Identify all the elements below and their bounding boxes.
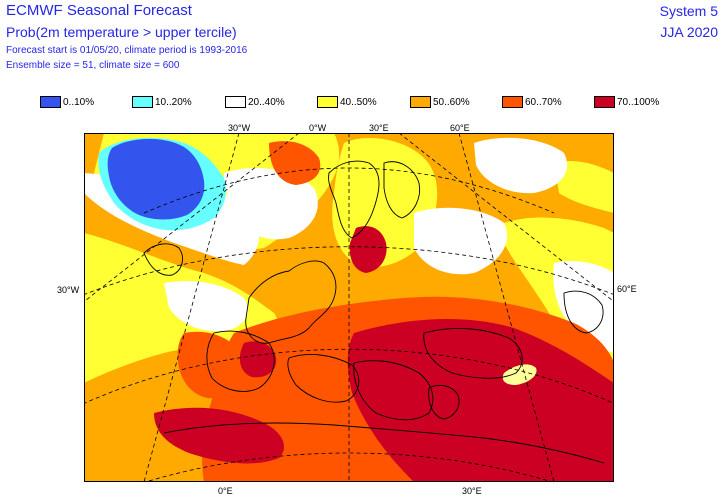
- legend-swatch: [317, 96, 338, 108]
- legend-item-10-20: 10..20%: [132, 95, 192, 109]
- legend-label: 60..70%: [525, 96, 562, 108]
- coastlines: [143, 160, 605, 464]
- legend-swatch: [502, 96, 523, 108]
- legend-label: 70..100%: [617, 96, 660, 108]
- graticule: [84, 133, 614, 482]
- lon-label-top-30e: 30°E: [369, 123, 389, 133]
- legend-item-50-60: 50..60%: [410, 95, 470, 109]
- lon-label-top-60e: 60°E: [450, 123, 470, 133]
- legend-item-60-70: 60..70%: [502, 95, 562, 109]
- legend-item-0-10: 0..10%: [40, 95, 94, 109]
- legend-label: 0..10%: [63, 96, 95, 108]
- lat-label-right: 60°E: [617, 284, 637, 294]
- legend-label: 20..40%: [248, 96, 285, 108]
- probability-map: [84, 133, 614, 482]
- region-70-100-balkans: [347, 318, 614, 482]
- region-70-100-africa: [154, 407, 284, 464]
- lon-label-bottom-30e: 30°E: [462, 486, 482, 496]
- legend-item-70-100: 70..100%: [594, 95, 659, 109]
- region-70-100-baltic: [349, 226, 387, 273]
- region-40-50-east: [554, 161, 614, 213]
- map-canvas: [84, 133, 614, 482]
- parameter-title: Prob(2m temperature > upper tercile): [6, 24, 237, 40]
- legend-item-20-40: 20..40%: [225, 95, 285, 109]
- legend-label: 40..50%: [340, 96, 377, 108]
- chart-title: ECMWF Seasonal Forecast: [6, 2, 192, 19]
- region-0-10-atlantic: [107, 138, 205, 220]
- region-40-50-streak: [502, 364, 537, 385]
- region-20-40-arctic: [474, 137, 568, 194]
- legend-swatch: [225, 96, 246, 108]
- map-frame: [84, 133, 614, 482]
- legend-swatch: [410, 96, 431, 108]
- region-20-40-greenland-sea: [224, 168, 318, 240]
- legend-swatch: [40, 96, 61, 108]
- region-60-70-iberia: [177, 331, 246, 399]
- ensemble-size-info: Ensemble size = 51, climate size = 600: [6, 60, 180, 71]
- legend-swatch: [132, 96, 153, 108]
- lon-label-bottom-0e: 0°E: [218, 486, 233, 496]
- lat-label-left: 30°W: [57, 285, 80, 295]
- region-20-40-atlantic-mid: [164, 281, 248, 332]
- region-70-100-france: [239, 341, 277, 378]
- forecast-period: JJA 2020: [660, 24, 718, 40]
- legend-item-40-50: 40..50%: [317, 95, 377, 109]
- lon-label-top-30w: 30°W: [228, 123, 251, 133]
- system-name: System 5: [659, 3, 718, 19]
- forecast-start-info: Forecast start is 01/05/20, climate peri…: [6, 45, 248, 56]
- legend-label: 10..20%: [155, 96, 192, 108]
- legend-label: 50..60%: [433, 96, 470, 108]
- region-20-40-east: [553, 261, 614, 353]
- legend-swatch: [594, 96, 615, 108]
- region-60-70-north: [269, 141, 321, 185]
- lon-label-top-0w: 0°W: [309, 123, 327, 133]
